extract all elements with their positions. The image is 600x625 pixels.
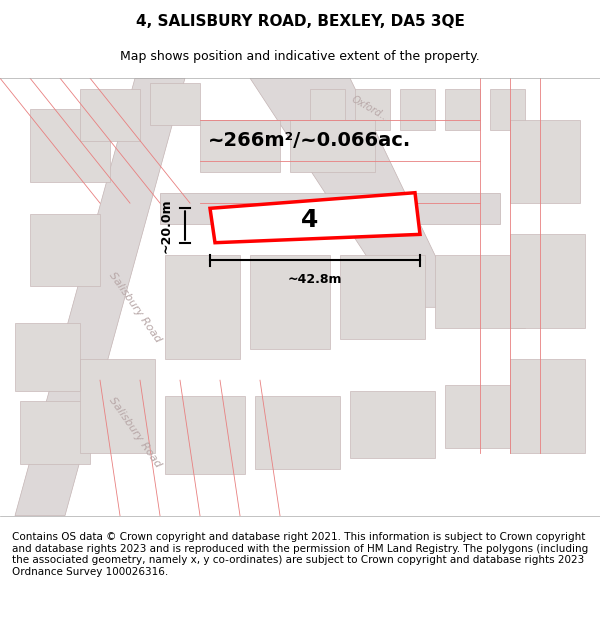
Bar	[30, 109, 110, 182]
Text: ~20.0m: ~20.0m	[160, 198, 173, 253]
Text: Salisbury Road: Salisbury Road	[107, 395, 163, 469]
Text: Contains OS data © Crown copyright and database right 2021. This information is : Contains OS data © Crown copyright and d…	[12, 532, 588, 577]
Bar	[150, 83, 200, 125]
Bar	[80, 359, 155, 453]
Bar	[435, 255, 525, 328]
Bar	[165, 255, 240, 359]
Text: Map shows position and indicative extent of the property.: Map shows position and indicative extent…	[120, 50, 480, 62]
Bar	[15, 323, 80, 391]
Bar	[445, 89, 480, 130]
Text: Salisbury Road: Salisbury Road	[107, 270, 163, 344]
Bar	[510, 359, 585, 453]
Text: ~266m²/~0.066ac.: ~266m²/~0.066ac.	[208, 131, 412, 150]
Text: 4, SALISBURY ROAD, BEXLEY, DA5 3QE: 4, SALISBURY ROAD, BEXLEY, DA5 3QE	[136, 14, 464, 29]
Polygon shape	[160, 192, 500, 224]
Bar	[165, 396, 245, 474]
Bar	[355, 89, 390, 130]
Bar	[490, 89, 525, 130]
Bar	[340, 255, 425, 339]
Bar	[80, 89, 140, 141]
Bar	[510, 234, 585, 328]
Polygon shape	[210, 192, 420, 242]
Bar	[350, 391, 435, 458]
Bar	[290, 120, 375, 172]
Bar	[400, 89, 435, 130]
Bar	[255, 396, 340, 469]
Bar	[445, 386, 535, 448]
Bar	[310, 89, 345, 130]
Bar	[250, 255, 330, 349]
Bar	[510, 120, 580, 203]
Text: Oxford...: Oxford...	[349, 94, 391, 124]
Bar	[200, 120, 280, 172]
Polygon shape	[250, 78, 460, 308]
Bar	[20, 401, 90, 464]
Text: 4: 4	[301, 208, 319, 232]
Text: ~42.8m: ~42.8m	[288, 273, 342, 286]
Bar	[30, 214, 100, 286]
Polygon shape	[15, 78, 185, 516]
